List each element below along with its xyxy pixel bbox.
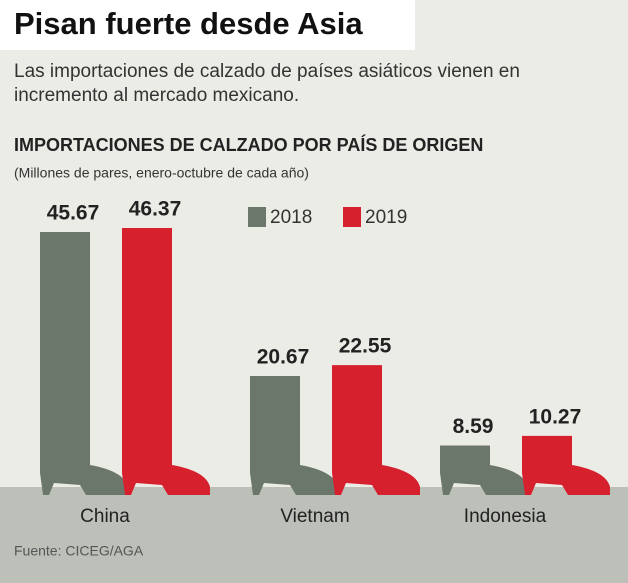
title-band [0,0,415,50]
value-label: 20.67 [257,346,310,369]
boot-bar [522,435,610,495]
boot-bar [40,232,128,495]
chart-heading: IMPORTACIONES DE CALZADO POR PAÍS DE ORI… [14,134,483,155]
value-label: 8.59 [453,415,494,438]
boot-bar [122,228,210,495]
legend-swatch [343,207,361,227]
unit-note: (Millones de pares, enero-octubre de cad… [14,165,309,181]
subtitle: Las importaciones de calzado de países a… [14,61,520,106]
legend-label: 2019 [365,207,407,228]
category-label: Indonesia [464,506,547,527]
value-label: 22.55 [339,335,392,358]
subtitle-box: Las importaciones de calzado de países a… [14,61,520,106]
boot-bar [440,445,528,495]
boot-bar [250,375,338,495]
value-label: 10.27 [529,405,582,428]
ground [0,487,628,583]
value-label: 45.67 [47,202,100,225]
category-label: China [80,506,130,527]
legend-label: 2018 [270,207,312,228]
category-label: Vietnam [280,506,349,527]
legend-swatch [248,207,266,227]
source: Fuente: CICEG/AGA [14,543,144,559]
value-label: 46.37 [129,198,182,221]
chart-title: Pisan fuerte desde Asia [14,6,363,41]
boot-bar [332,365,420,495]
